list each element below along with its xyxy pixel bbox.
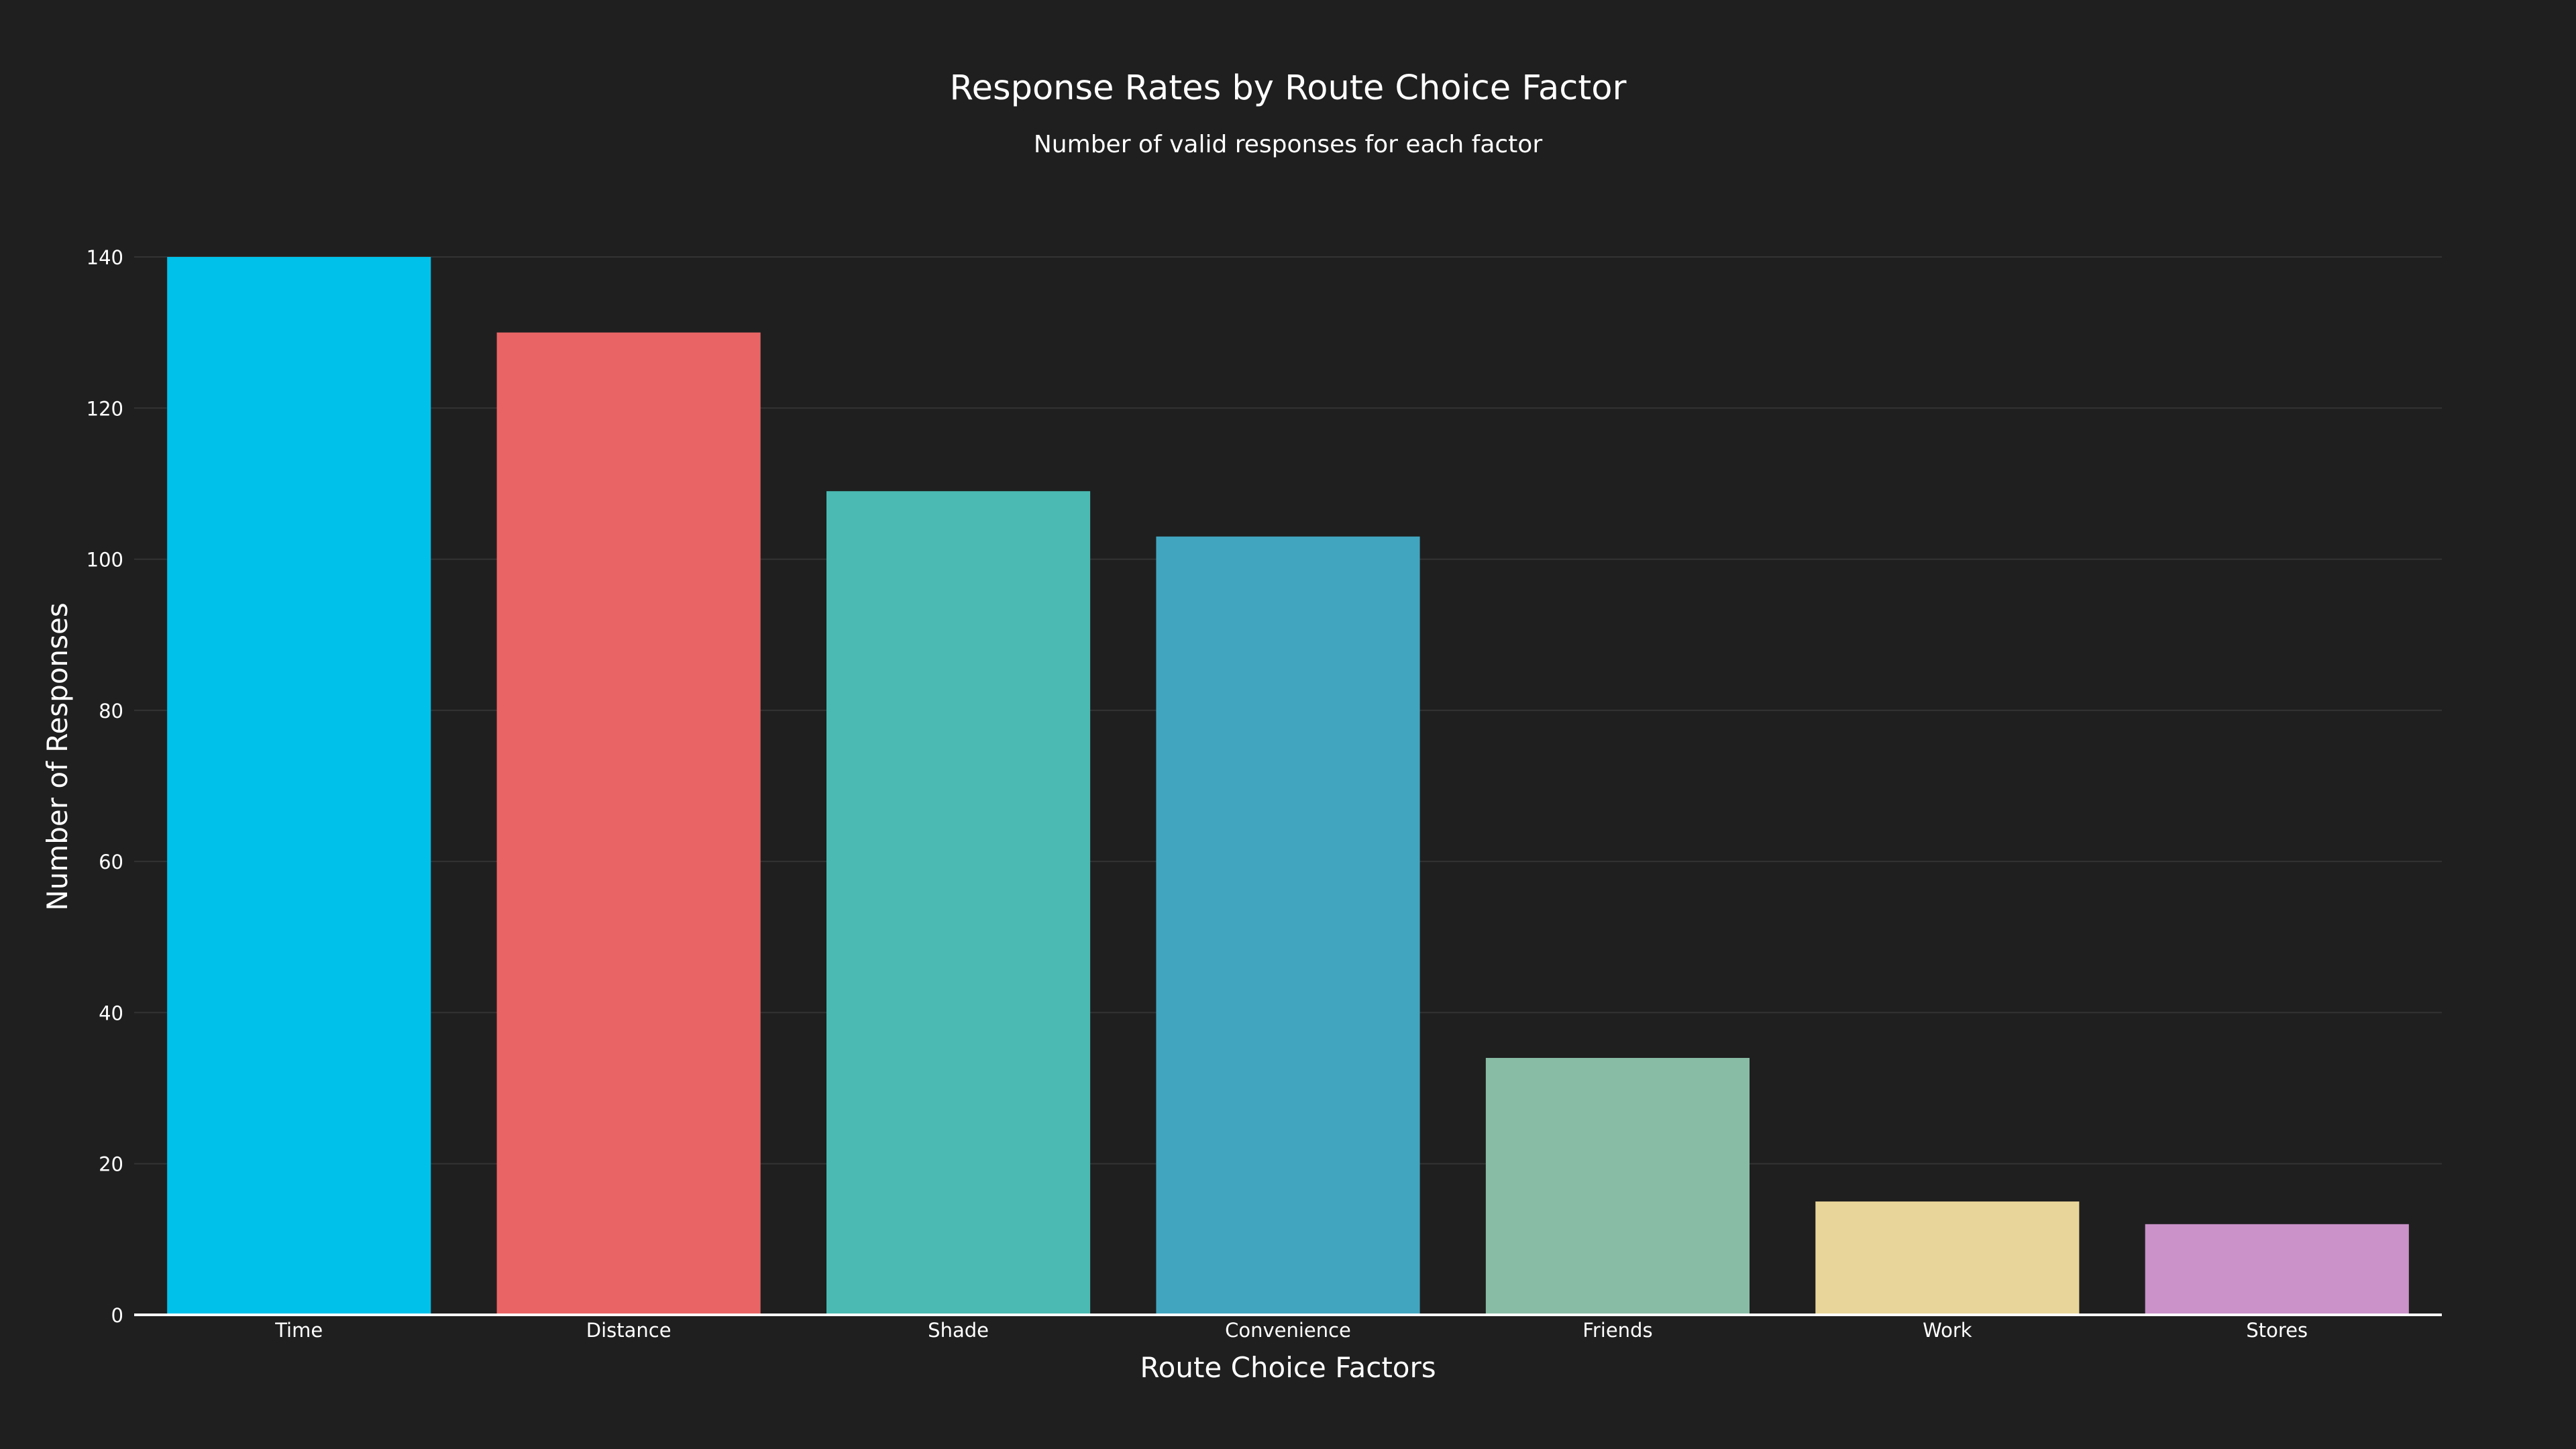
y-tick-label: 120 — [87, 397, 123, 420]
chart-title: Response Rates by Route Choice Factor — [950, 68, 1627, 108]
x-tick-label: Distance — [586, 1319, 672, 1342]
bar-friends — [1485, 1058, 1750, 1315]
y-tick-label: 40 — [99, 1002, 123, 1024]
bar-work — [1815, 1201, 2080, 1315]
x-axis-title: Route Choice Factors — [1140, 1351, 1436, 1384]
x-tick-label: Stores — [2246, 1319, 2308, 1342]
x-tick-labels: Time Distance Shade Convenience Friends Work S… — [274, 1319, 2308, 1342]
y-tick-labels: 0 20 40 60 80 100 120 140 — [87, 246, 123, 1327]
y-tick-label: 100 — [87, 549, 123, 572]
y-tick-label: 80 — [99, 700, 123, 722]
x-tick-label: Work — [1923, 1319, 1972, 1342]
bars — [167, 257, 2409, 1316]
chart-subtitle: Number of valid responses for each facto… — [1034, 131, 1542, 158]
y-tick-label: 0 — [111, 1304, 123, 1327]
y-axis-title: Number of Responses — [41, 602, 74, 911]
bar-stores — [2145, 1224, 2409, 1315]
bar-shade — [826, 491, 1091, 1315]
y-tick-label: 60 — [99, 851, 123, 873]
bar-time — [167, 257, 431, 1315]
bar-distance — [496, 332, 761, 1316]
x-tick-label: Shade — [928, 1319, 989, 1342]
bar-convenience — [1156, 536, 1420, 1315]
x-tick-label: Friends — [1582, 1319, 1652, 1342]
y-tick-label: 140 — [87, 246, 123, 269]
x-tick-label: Convenience — [1225, 1319, 1351, 1342]
y-tick-label: 20 — [99, 1153, 123, 1176]
x-tick-label: Time — [274, 1319, 323, 1342]
